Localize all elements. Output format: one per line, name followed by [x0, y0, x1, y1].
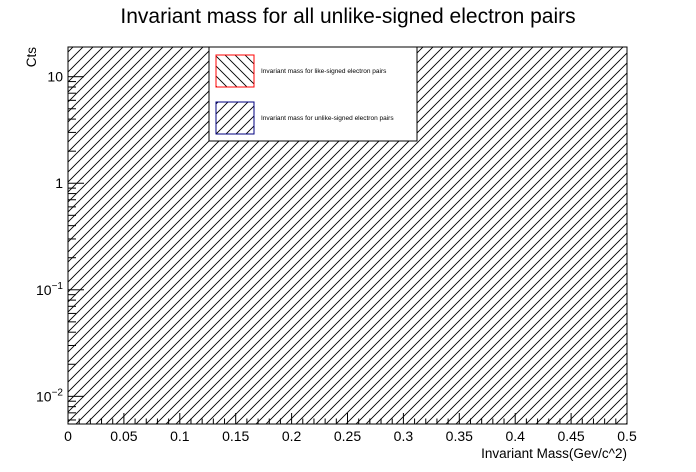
legend: Invariant mass for like-signed electron … — [209, 47, 417, 141]
legend-label-like: Invariant mass for like-signed electron … — [261, 68, 387, 75]
x-tick-label: 0.5 — [617, 428, 637, 444]
x-axis-label: Invariant Mass(Gev/c^2) — [481, 446, 627, 461]
x-tick-label: 0.2 — [282, 428, 302, 444]
y-tick-label: 10−2 — [36, 387, 63, 404]
x-tick-label: 0 — [64, 428, 72, 444]
legend-label-unlike: Invariant mass for unlike-signed electro… — [261, 115, 394, 122]
legend-swatch-unlike — [216, 102, 254, 134]
legend-swatch-like — [216, 55, 254, 87]
x-tick-label: 0.15 — [222, 428, 249, 444]
y-tick-label: 10−1 — [36, 281, 63, 298]
y-tick-label: 1 — [55, 175, 63, 191]
x-tick-label: 0.35 — [446, 428, 473, 444]
chart-title: Invariant mass for all unlike-signed ele… — [120, 5, 575, 28]
x-tick-label: 0.1 — [170, 428, 190, 444]
x-tick-label: 0.3 — [394, 428, 414, 444]
x-tick-label: 0.45 — [557, 428, 584, 444]
x-tick-label: 0.25 — [334, 428, 361, 444]
y-axis-label: Cts — [24, 47, 39, 68]
y-tick-label: 10 — [47, 69, 63, 85]
x-tick-label: 0.05 — [110, 428, 137, 444]
x-tick-label: 0.4 — [505, 428, 525, 444]
